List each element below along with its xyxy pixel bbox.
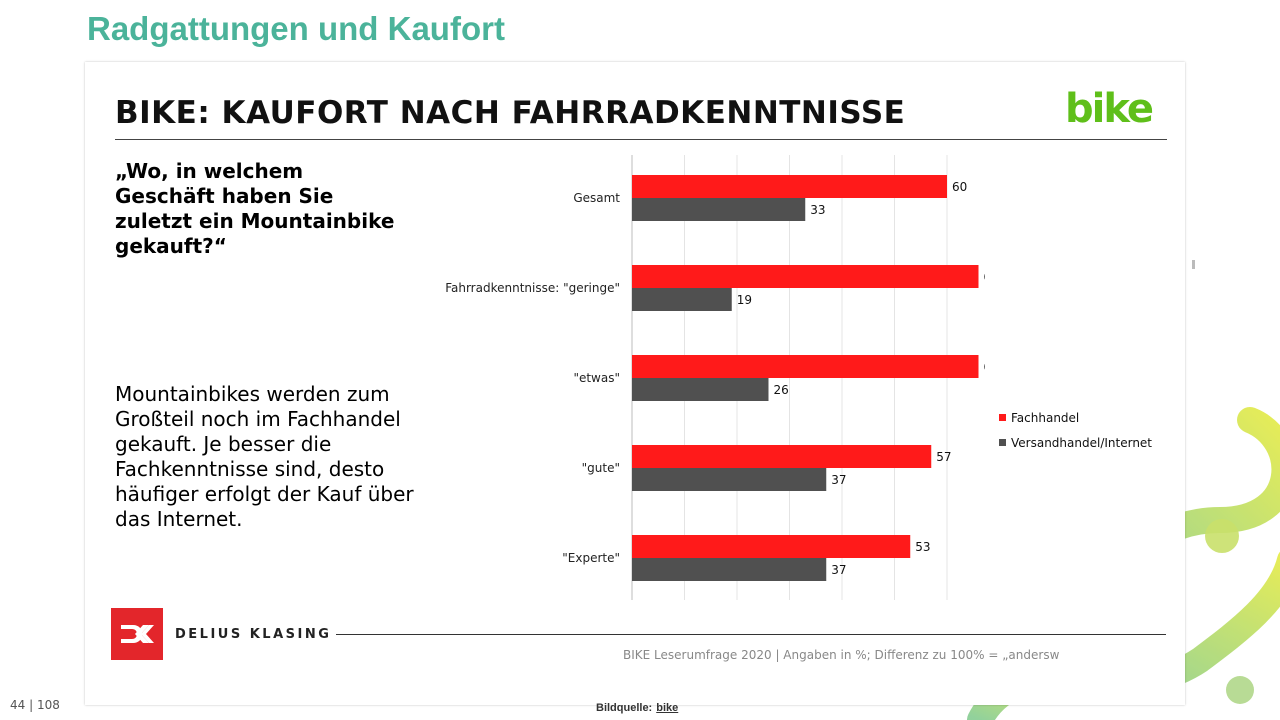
bar-fachhandel xyxy=(632,175,947,198)
legend-item-versandhandel: Versandhandel/Internet xyxy=(999,430,1152,455)
survey-question: „Wo, in welchem Geschäft haben Sie zulet… xyxy=(115,159,395,258)
data-label: 57 xyxy=(936,450,951,464)
legend-swatch-gray xyxy=(999,439,1006,446)
bike-logo: bike xyxy=(1065,86,1154,132)
slide: BIKE: KAUFORT NACH FAHRRADKENNTNISSE bik… xyxy=(85,62,1185,705)
bar-fachhandel xyxy=(632,445,932,468)
data-label: 66 xyxy=(984,360,986,374)
brand-name: DELIUS KLASING xyxy=(175,627,332,642)
category-label: Gesamt xyxy=(573,191,620,205)
data-label: 37 xyxy=(831,473,846,487)
bar-versandhandel xyxy=(632,468,827,491)
credit-label: Bildquelle: xyxy=(596,702,653,714)
category-label: "gute" xyxy=(582,461,620,475)
data-label: 66 xyxy=(984,270,986,284)
bar-versandhandel xyxy=(632,378,769,401)
page-title: Radgattungen und Kaufort xyxy=(87,10,505,47)
chart-legend: Fachhandel Versandhandel/Internet xyxy=(999,405,1152,455)
bar-versandhandel xyxy=(632,198,806,221)
image-credit: Bildquelle: bike xyxy=(596,702,678,714)
scroll-indicator[interactable] xyxy=(1192,260,1195,269)
bar-fachhandel xyxy=(632,355,979,378)
data-label: 37 xyxy=(831,563,846,577)
data-label: 19 xyxy=(737,293,752,307)
data-label: 60 xyxy=(952,180,967,194)
credit-link[interactable]: bike xyxy=(656,702,679,714)
page-number: 44 | 108 xyxy=(10,698,60,712)
bar-fachhandel xyxy=(632,265,979,288)
explanation-text: Mountainbikes werden zum Großteil noch i… xyxy=(115,382,414,531)
legend-item-fachhandel: Fachhandel xyxy=(999,405,1152,430)
footer-divider xyxy=(336,634,1166,635)
data-label: 33 xyxy=(810,203,825,217)
slide-heading: BIKE: KAUFORT NACH FAHRRADKENNTNISSE xyxy=(115,95,906,131)
bar-chart: Gesamt 60 33 Fahrradkenntnisse: "geringe" 66… xyxy=(445,155,986,600)
source-note: BIKE Leserumfrage 2020 | Angaben in %; D… xyxy=(623,648,1060,662)
category-label: "etwas" xyxy=(573,371,620,385)
data-label: 26 xyxy=(774,383,789,397)
heading-divider xyxy=(115,139,1167,140)
legend-label: Versandhandel/Internet xyxy=(1011,435,1153,450)
category-label: "Experte" xyxy=(562,551,620,565)
legend-swatch-red xyxy=(999,414,1006,421)
bar-fachhandel xyxy=(632,535,911,558)
delius-klasing-logo xyxy=(111,608,163,660)
data-label: 53 xyxy=(915,540,930,554)
dk-mark-icon xyxy=(121,625,154,643)
bar-versandhandel xyxy=(632,558,827,581)
legend-label: Fachhandel xyxy=(1011,410,1080,425)
category-label: Fahrradkenntnisse: "geringe" xyxy=(445,281,620,295)
bar-versandhandel xyxy=(632,288,732,311)
